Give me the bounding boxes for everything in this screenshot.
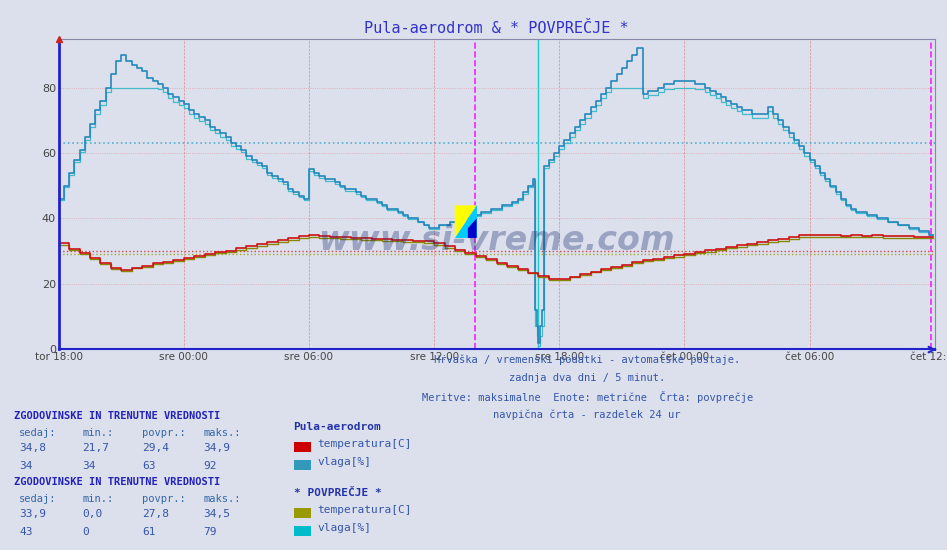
Text: 27,8: 27,8 <box>142 509 170 519</box>
Polygon shape <box>468 218 476 238</box>
Text: 34,8: 34,8 <box>19 443 46 453</box>
Text: 43: 43 <box>19 526 32 537</box>
Text: min.:: min.: <box>82 427 114 438</box>
Text: 0: 0 <box>82 526 89 537</box>
Text: * POVPREČJE *: * POVPREČJE * <box>294 488 382 498</box>
Text: sedaj:: sedaj: <box>19 427 57 438</box>
Text: vlaga[%]: vlaga[%] <box>317 522 371 533</box>
Text: 79: 79 <box>204 526 217 537</box>
Text: 34: 34 <box>82 460 96 471</box>
Text: ZGODOVINSKE IN TRENUTNE VREDNOSTI: ZGODOVINSKE IN TRENUTNE VREDNOSTI <box>14 477 221 487</box>
Text: temperatura[C]: temperatura[C] <box>317 505 412 515</box>
Text: sedaj:: sedaj: <box>19 493 57 504</box>
Text: 34,5: 34,5 <box>204 509 231 519</box>
Text: 21,7: 21,7 <box>82 443 110 453</box>
Text: navpična črta - razdelek 24 ur: navpična črta - razdelek 24 ur <box>493 409 681 420</box>
Text: zadnja dva dni / 5 minut.: zadnja dva dni / 5 minut. <box>509 373 665 383</box>
Text: vlaga[%]: vlaga[%] <box>317 456 371 467</box>
Title: Pula-aerodrom & * POVPREČJE *: Pula-aerodrom & * POVPREČJE * <box>365 21 629 36</box>
Text: Hrvaška / vremenski podatki - avtomatske postaje.: Hrvaška / vremenski podatki - avtomatske… <box>434 355 741 365</box>
Polygon shape <box>455 205 476 238</box>
Text: 63: 63 <box>142 460 155 471</box>
Text: 29,4: 29,4 <box>142 443 170 453</box>
Text: temperatura[C]: temperatura[C] <box>317 439 412 449</box>
Polygon shape <box>455 205 476 238</box>
Text: www.si-vreme.com: www.si-vreme.com <box>318 224 675 257</box>
Text: povpr.:: povpr.: <box>142 493 186 504</box>
Text: 34: 34 <box>19 460 32 471</box>
Text: 92: 92 <box>204 460 217 471</box>
Text: maks.:: maks.: <box>204 427 241 438</box>
Text: povpr.:: povpr.: <box>142 427 186 438</box>
Text: 61: 61 <box>142 526 155 537</box>
Text: 33,9: 33,9 <box>19 509 46 519</box>
Text: ZGODOVINSKE IN TRENUTNE VREDNOSTI: ZGODOVINSKE IN TRENUTNE VREDNOSTI <box>14 411 221 421</box>
Text: min.:: min.: <box>82 493 114 504</box>
Text: 0,0: 0,0 <box>82 509 102 519</box>
Text: Meritve: maksimalne  Enote: metrične  Črta: povprečje: Meritve: maksimalne Enote: metrične Črta… <box>421 391 753 403</box>
Text: 34,9: 34,9 <box>204 443 231 453</box>
Text: maks.:: maks.: <box>204 493 241 504</box>
Text: Pula-aerodrom: Pula-aerodrom <box>294 422 382 432</box>
